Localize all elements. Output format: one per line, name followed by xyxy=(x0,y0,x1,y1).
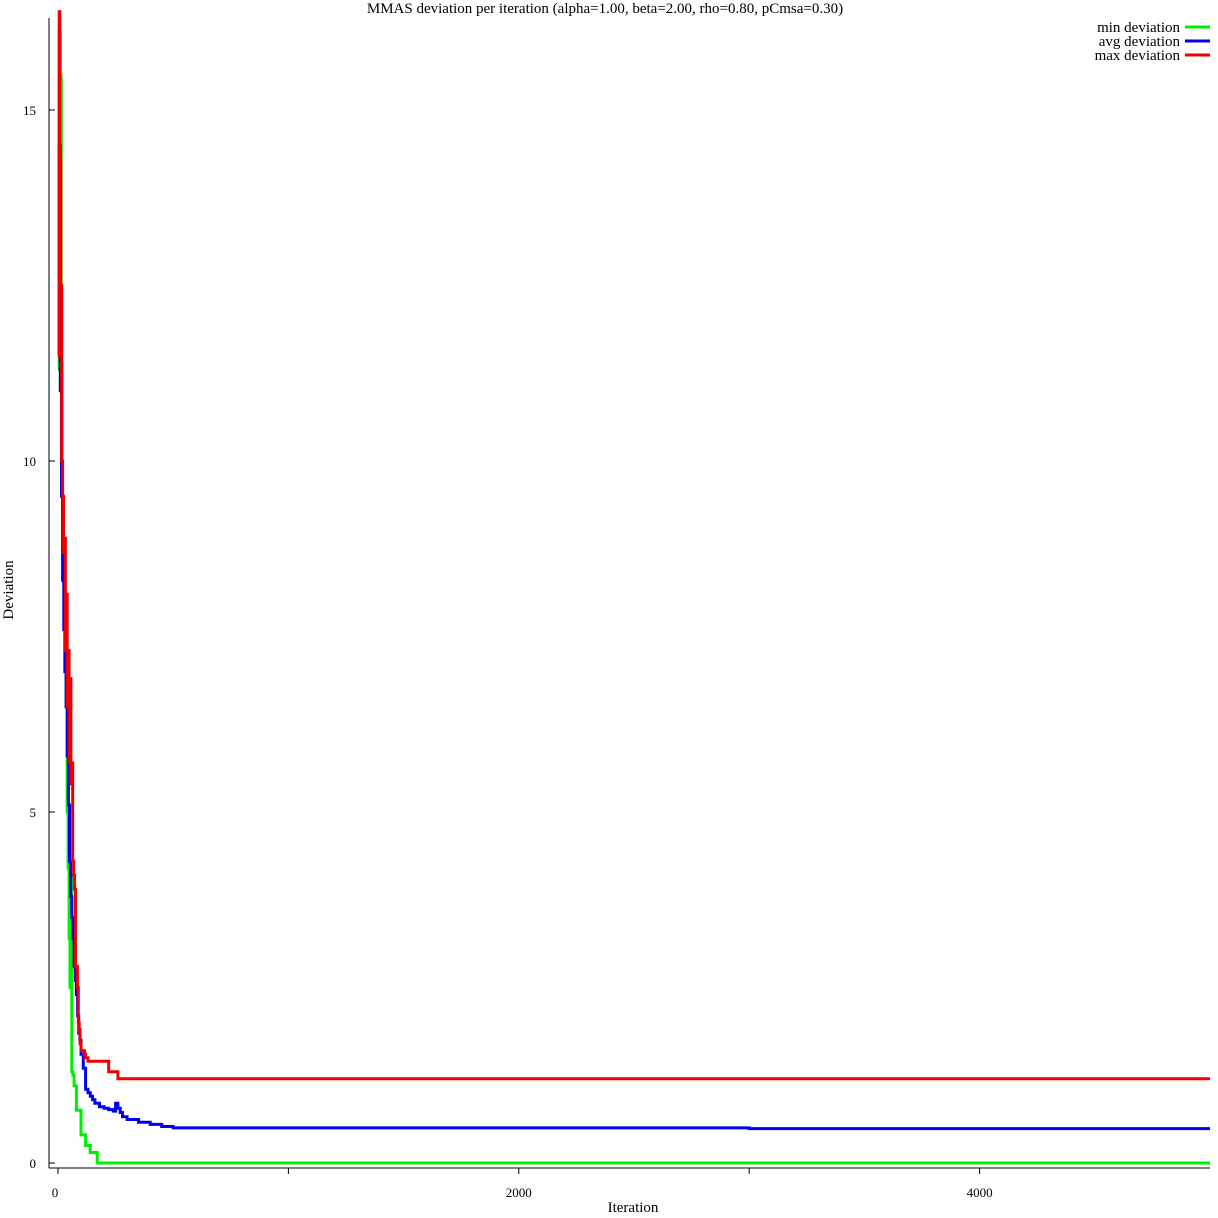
x-tick-label: 4000 xyxy=(967,1185,993,1200)
chart-title: MMAS deviation per iteration (alpha=1.00… xyxy=(367,1,843,17)
y-tick-label: 0 xyxy=(30,1156,37,1171)
min-deviation-line xyxy=(57,31,1210,1165)
avg-deviation-line xyxy=(57,143,1210,1131)
avg-legend-label: avg deviation xyxy=(1099,34,1181,50)
y-tick-label: 5 xyxy=(30,805,37,820)
series-lines xyxy=(57,10,1210,1165)
y-ticks: 0 5 10 15 xyxy=(23,103,55,1171)
x-tick-label: 2000 xyxy=(506,1185,532,1200)
y-tick-label: 10 xyxy=(23,454,36,469)
max-deviation-line xyxy=(57,10,1210,1081)
y-axis-label: Deviation xyxy=(1,560,17,620)
x-ticks: 0 2000 4000 xyxy=(52,1168,993,1200)
x-axis-label: Iteration xyxy=(608,1200,659,1216)
max-legend-label: max deviation xyxy=(1095,48,1181,64)
axes xyxy=(48,18,1210,1169)
min-legend-label: min deviation xyxy=(1097,20,1180,36)
x-tick-label: 0 xyxy=(52,1185,59,1200)
y-tick-label: 15 xyxy=(23,103,36,118)
